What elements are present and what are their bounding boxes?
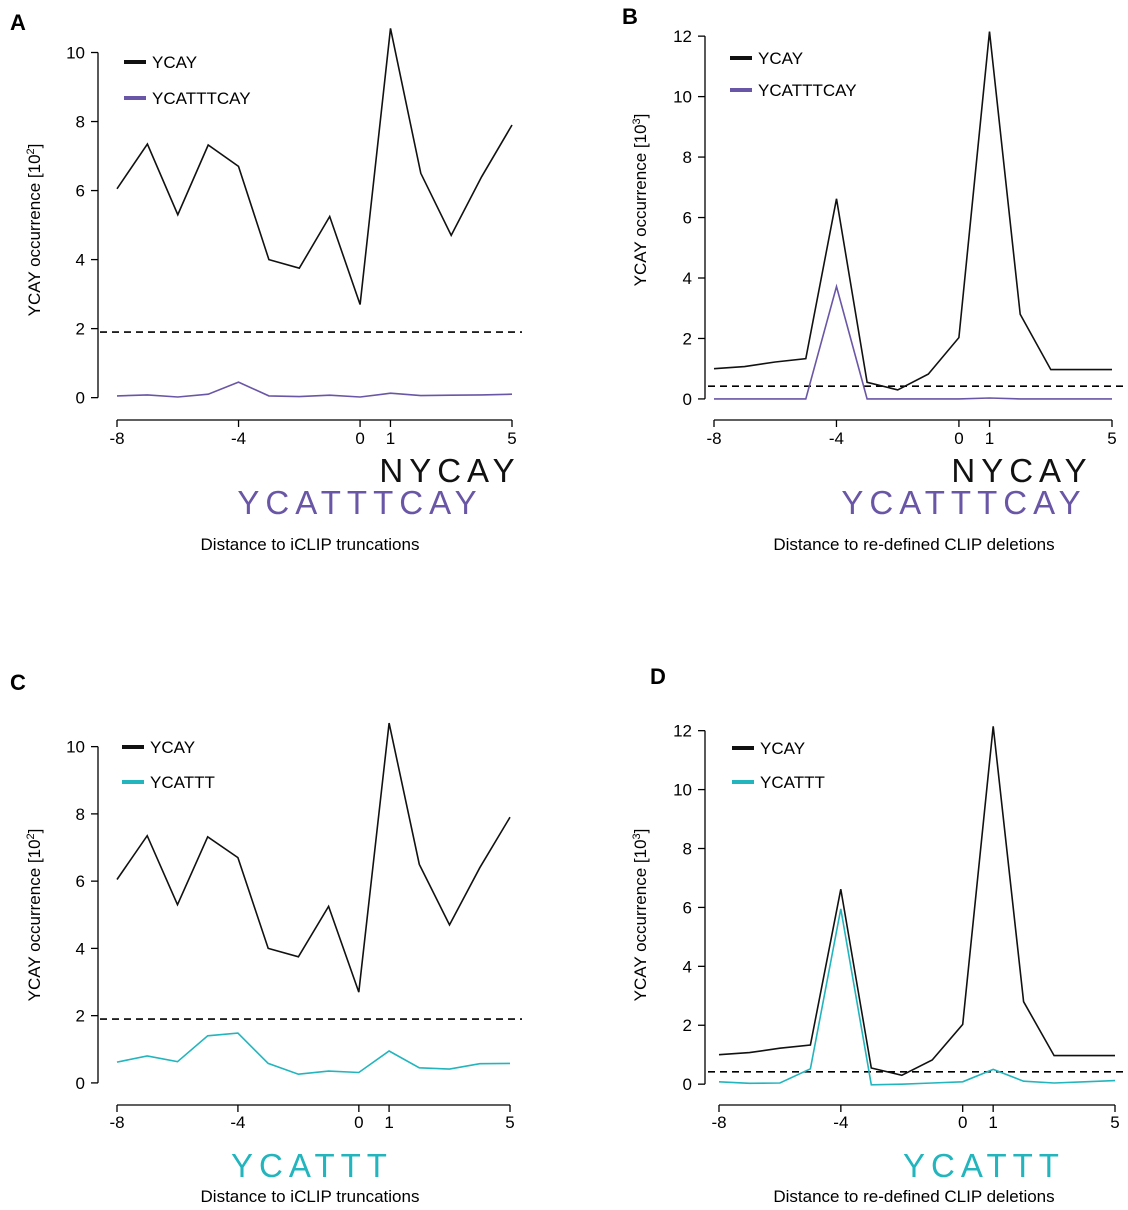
y-tick-label: 0 [683, 390, 692, 409]
legend-label: YCAY [758, 49, 803, 68]
x-tick-label: 5 [505, 1113, 514, 1132]
y-tick-label: 12 [673, 722, 692, 741]
legend-label: YCAY [152, 53, 197, 72]
x-axis-label: Distance to iCLIP truncations [201, 535, 420, 554]
y-tick-label: 4 [683, 269, 692, 288]
y-axis-label: YCAY occurrence [102] [25, 829, 44, 1002]
legend-label: YCATTTCAY [758, 81, 857, 100]
x-tick-label: -8 [109, 1113, 124, 1132]
y-tick-label: 10 [66, 44, 85, 63]
y-tick-label: 10 [673, 88, 692, 107]
plot-area: 0 2 4 6 8 10 -8 -4 0 1 5 [66, 28, 522, 448]
chart-c: C 0 2 4 6 8 10 -8 -4 0 1 5 YCAY occurrence [102] Y… [10, 670, 522, 1206]
legend-label: YCAY [760, 739, 805, 758]
x-tick-label: 1 [384, 1113, 393, 1132]
x-tick-label: 0 [954, 429, 963, 448]
series-line-ycay [718, 726, 1115, 1077]
x-axis-label: Distance to re-defined CLIP deletions [773, 1187, 1054, 1206]
y-tick-label: 6 [76, 872, 85, 891]
legend: YCAY YCATTTCAY [124, 53, 251, 108]
panel-c: C 0 2 4 6 8 10 -8 -4 0 1 5 YCAY occurrence [102] Y… [0, 605, 564, 1210]
y-tick-label: 2 [76, 320, 85, 339]
y-tick-label: 2 [76, 1007, 85, 1026]
x-tick-label: 1 [988, 1113, 997, 1132]
legend: YCAY YCATTTCAY [730, 49, 857, 100]
legend: YCAY YCATTT [732, 739, 825, 792]
series-line-ycatttcay [714, 283, 1112, 400]
chart-a: A 0 2 4 6 8 10 -8 -4 0 1 5 YCAY occurrence [102] Y… [10, 10, 522, 554]
motif-top: NYCAY [379, 452, 520, 489]
motif-top: NYCAY [951, 452, 1092, 489]
y-tick-label: 8 [683, 840, 692, 859]
panel-d: D 0 2 4 6 8 10 12 -8 -4 0 1 5 YCAY occurrence [103]… [564, 605, 1128, 1210]
x-tick-label: -4 [231, 429, 246, 448]
y-axis-label: YCAY occurrence [103] [631, 114, 650, 287]
y-axis-label: YCAY occurrence [102] [25, 144, 44, 317]
legend: YCAY YCATTT [122, 738, 215, 792]
y-tick-label: 4 [76, 939, 85, 958]
y-tick-label: 4 [683, 957, 692, 976]
x-axis-label: Distance to re-defined CLIP deletions [773, 535, 1054, 554]
x-tick-label: 0 [354, 1113, 363, 1132]
series-line-ycay [116, 722, 511, 993]
legend-label: YCATTT [150, 773, 215, 792]
x-tick-label: -8 [109, 429, 124, 448]
legend-label: YCAY [150, 738, 195, 757]
y-tick-label: 6 [683, 898, 692, 917]
x-tick-label: -8 [706, 429, 721, 448]
series-line-ycay [116, 28, 513, 305]
y-tick-label: 4 [76, 251, 85, 270]
chart-d: D 0 2 4 6 8 10 12 -8 -4 0 1 5 YCAY occurrence [103]… [631, 664, 1126, 1206]
series-line-ycatttcay [116, 381, 513, 398]
x-tick-label: 0 [958, 1113, 967, 1132]
legend-label: YCATTT [760, 773, 825, 792]
y-tick-label: 8 [76, 805, 85, 824]
y-tick-label: 0 [683, 1075, 692, 1094]
x-tick-label: 5 [507, 429, 516, 448]
panel-b: B 0 2 4 6 8 10 12 -8 -4 0 1 5 YCAY occurrence [103]… [564, 0, 1128, 605]
series-line-ycattt [718, 908, 1116, 1086]
x-tick-label: -4 [829, 429, 844, 448]
legend-label: YCATTTCAY [152, 89, 251, 108]
x-tick-label: 1 [386, 429, 395, 448]
panel-letter: D [650, 664, 666, 689]
panel-letter: A [10, 10, 26, 35]
motif-bottom: YCATTTCAY [841, 484, 1086, 521]
plot-area: 0 2 4 6 8 10 -8 -4 0 1 5 [66, 722, 522, 1132]
panel-a: A 0 2 4 6 8 10 -8 -4 0 1 5 YCAY occurrence [102] Y… [0, 0, 564, 605]
y-tick-label: 8 [76, 113, 85, 132]
x-tick-label: 5 [1107, 429, 1116, 448]
plot-area: 0 2 4 6 8 10 12 -8 -4 0 1 5 [673, 27, 1126, 448]
y-tick-label: 0 [76, 1074, 85, 1093]
panel-letter: B [622, 4, 638, 29]
y-tick-label: 10 [66, 738, 85, 757]
x-tick-label: -4 [230, 1113, 245, 1132]
y-tick-label: 0 [76, 389, 85, 408]
y-tick-label: 2 [683, 1016, 692, 1035]
x-tick-label: -4 [833, 1113, 848, 1132]
motif-bottom: YCATTT [903, 1147, 1065, 1184]
y-tick-label: 6 [76, 182, 85, 201]
x-tick-label: -8 [711, 1113, 726, 1132]
y-tick-label: 12 [673, 27, 692, 46]
motif-bottom: YCATTT [231, 1147, 393, 1184]
y-tick-label: 10 [673, 781, 692, 800]
y-axis-label: YCAY occurrence [103] [631, 829, 650, 1002]
x-tick-label: 5 [1110, 1113, 1119, 1132]
x-axis-label: Distance to iCLIP truncations [201, 1187, 420, 1206]
y-tick-label: 8 [683, 148, 692, 167]
series-line-ycattt [116, 1032, 511, 1076]
x-tick-label: 1 [985, 429, 994, 448]
series-line-ycay [713, 31, 1112, 391]
chart-b: B 0 2 4 6 8 10 12 -8 -4 0 1 5 YCAY occurrence [103]… [622, 4, 1126, 554]
plot-area: 0 2 4 6 8 10 12 -8 -4 0 1 5 [673, 722, 1126, 1132]
y-tick-label: 6 [683, 209, 692, 228]
x-tick-label: 0 [355, 429, 364, 448]
y-tick-label: 2 [683, 329, 692, 348]
panel-letter: C [10, 670, 26, 695]
motif-bottom: YCATTTCAY [237, 484, 482, 521]
